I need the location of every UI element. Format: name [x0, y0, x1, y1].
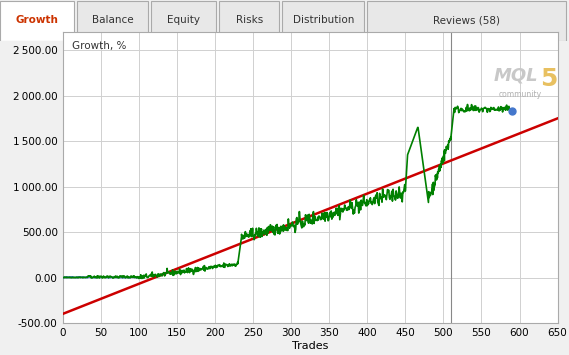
Text: Balance: Balance — [92, 15, 134, 26]
Text: Growth: Growth — [16, 15, 59, 26]
Text: MQL: MQL — [493, 67, 538, 85]
FancyBboxPatch shape — [282, 1, 364, 41]
Text: 5: 5 — [541, 67, 558, 91]
FancyBboxPatch shape — [0, 1, 74, 41]
Text: Growth, %: Growth, % — [72, 41, 127, 51]
Text: Risks: Risks — [236, 15, 263, 26]
Text: community: community — [498, 90, 541, 99]
FancyBboxPatch shape — [367, 1, 566, 41]
Text: Reviews (58): Reviews (58) — [434, 15, 500, 26]
FancyBboxPatch shape — [151, 1, 216, 41]
Text: Equity: Equity — [167, 15, 200, 26]
Text: Distribution: Distribution — [292, 15, 354, 26]
FancyBboxPatch shape — [219, 1, 279, 41]
X-axis label: Trades: Trades — [292, 341, 328, 351]
FancyBboxPatch shape — [77, 1, 148, 41]
